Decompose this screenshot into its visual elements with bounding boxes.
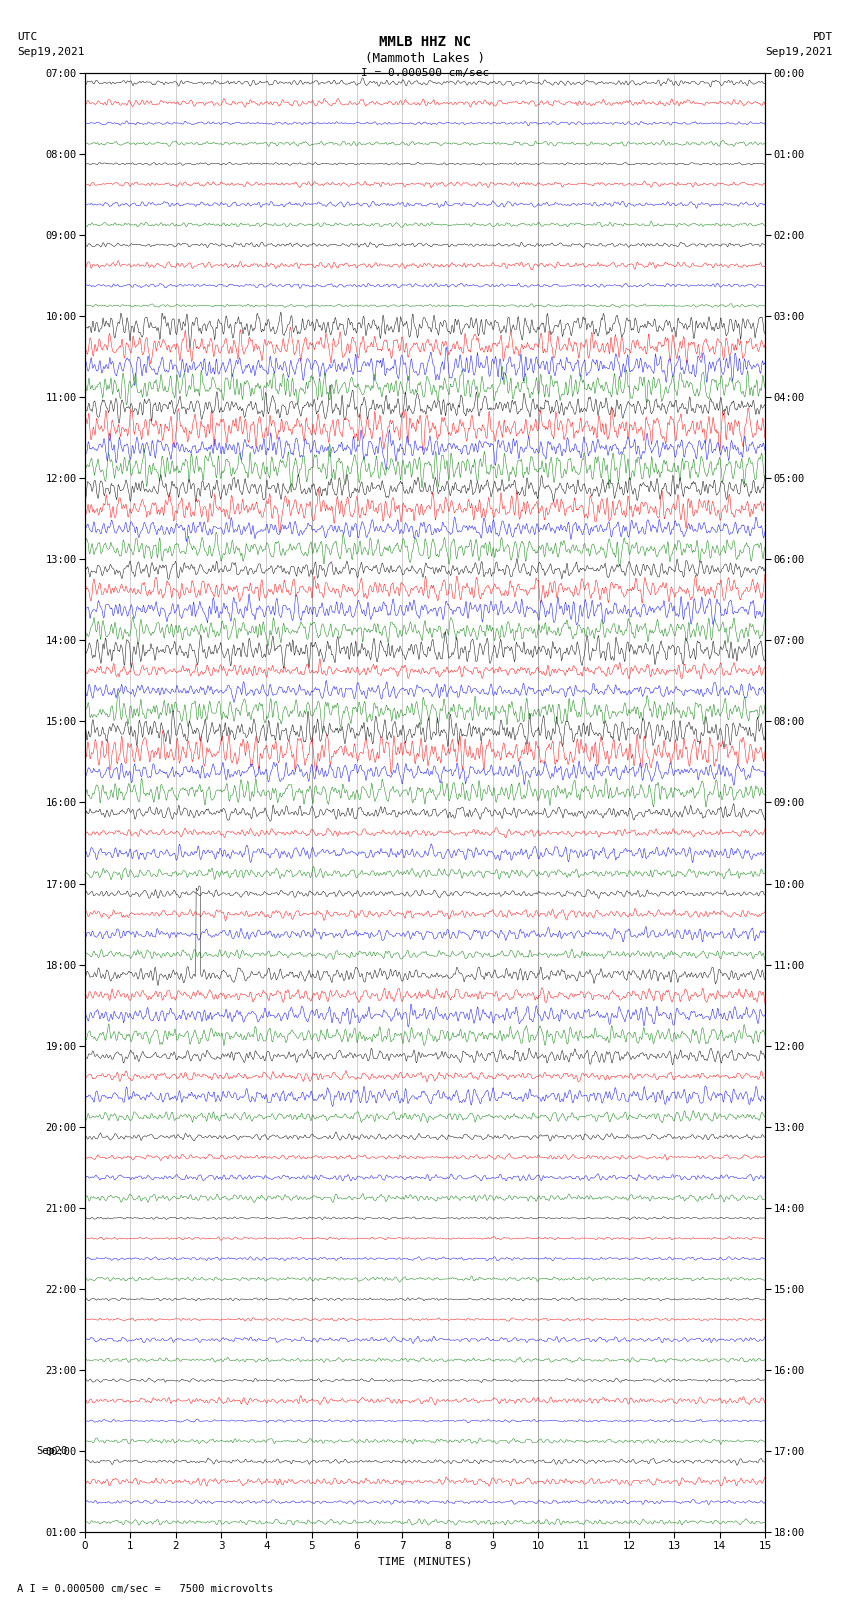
Text: I = 0.000500 cm/sec: I = 0.000500 cm/sec bbox=[361, 68, 489, 77]
Text: (Mammoth Lakes ): (Mammoth Lakes ) bbox=[365, 52, 485, 65]
Text: Sep19,2021: Sep19,2021 bbox=[17, 47, 84, 56]
Text: A I = 0.000500 cm/sec =   7500 microvolts: A I = 0.000500 cm/sec = 7500 microvolts bbox=[17, 1584, 273, 1594]
Text: Sep20: Sep20 bbox=[36, 1447, 67, 1457]
X-axis label: TIME (MINUTES): TIME (MINUTES) bbox=[377, 1557, 473, 1566]
Text: Sep19,2021: Sep19,2021 bbox=[766, 47, 833, 56]
Text: MMLB HHZ NC: MMLB HHZ NC bbox=[379, 35, 471, 50]
Text: UTC: UTC bbox=[17, 32, 37, 42]
Text: PDT: PDT bbox=[813, 32, 833, 42]
